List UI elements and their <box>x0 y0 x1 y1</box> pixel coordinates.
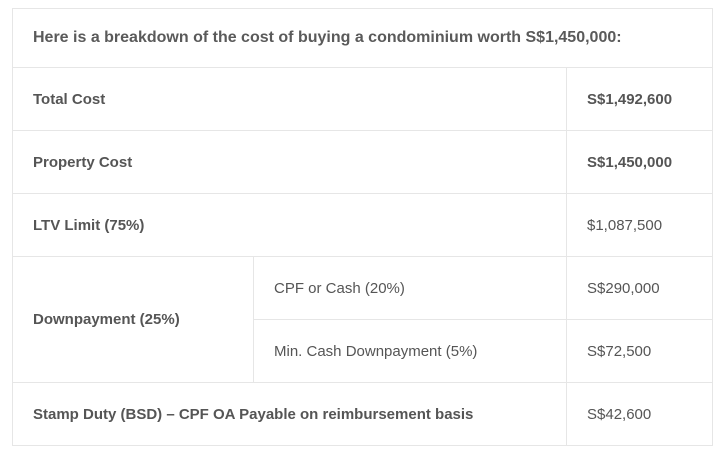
table-caption-row: Here is a breakdown of the cost of buyin… <box>12 8 713 68</box>
table-row-stamp-duty: Stamp Duty (BSD) – CPF OA Payable on rei… <box>12 382 713 446</box>
table-caption: Here is a breakdown of the cost of buyin… <box>12 8 713 68</box>
ltv-limit-value: $1,087,500 <box>566 193 713 257</box>
table-row-downpayment-cash: Min. Cash Downpayment (5%) S$72,500 <box>13 319 713 383</box>
cpf-or-cash-value: S$290,000 <box>566 256 713 320</box>
cpf-or-cash-label: CPF or Cash (20%) <box>253 256 567 320</box>
downpayment-label: Downpayment (25%) <box>12 256 254 383</box>
ltv-limit-label: LTV Limit (75%) <box>12 193 567 257</box>
table-row-downpayment-cpf: Downpayment (25%) CPF or Cash (20%) S$29… <box>12 256 713 383</box>
table-row-property-cost: Property Cost S$1,450,000 <box>12 130 713 194</box>
cost-breakdown-table: Here is a breakdown of the cost of buyin… <box>12 8 713 446</box>
table-row-ltv-limit: LTV Limit (75%) $1,087,500 <box>12 193 713 257</box>
total-cost-value: S$1,492,600 <box>566 67 713 131</box>
property-cost-value: S$1,450,000 <box>566 130 713 194</box>
stamp-duty-value: S$42,600 <box>566 382 713 446</box>
min-cash-downpayment-label: Min. Cash Downpayment (5%) <box>253 319 567 383</box>
total-cost-label: Total Cost <box>12 67 567 131</box>
min-cash-downpayment-value: S$72,500 <box>566 319 713 383</box>
table-row-total-cost: Total Cost S$1,492,600 <box>12 67 713 131</box>
property-cost-label: Property Cost <box>12 130 567 194</box>
stamp-duty-label: Stamp Duty (BSD) – CPF OA Payable on rei… <box>12 382 567 446</box>
